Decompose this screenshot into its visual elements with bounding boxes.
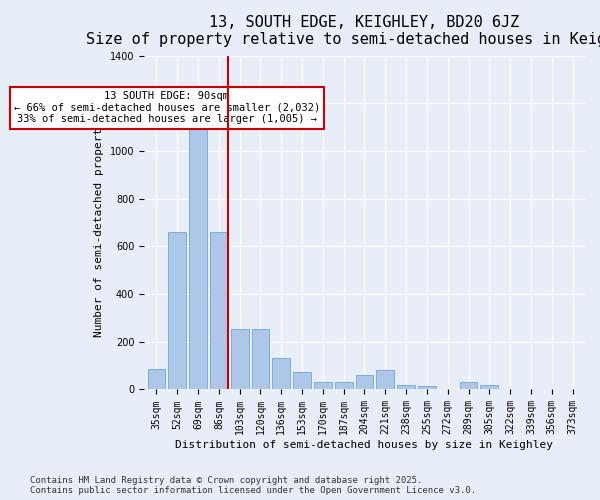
Bar [376, 370, 394, 390]
Text: Contains HM Land Registry data © Crown copyright and database right 2025.
Contai: Contains HM Land Registry data © Crown c… [30, 476, 476, 495]
Bar [397, 384, 415, 390]
Bar [481, 384, 498, 390]
Bar [293, 372, 311, 390]
Bar [272, 358, 290, 390]
Bar [418, 386, 436, 390]
Bar [460, 382, 478, 390]
Bar [210, 232, 228, 390]
Bar [251, 328, 269, 390]
Bar [231, 328, 248, 390]
Bar [189, 130, 207, 390]
Y-axis label: Number of semi-detached properties: Number of semi-detached properties [94, 108, 104, 337]
Bar [335, 382, 353, 390]
X-axis label: Distribution of semi-detached houses by size in Keighley: Distribution of semi-detached houses by … [175, 440, 553, 450]
Bar [169, 232, 186, 390]
Bar [356, 375, 373, 390]
Bar [314, 382, 332, 390]
Text: 13 SOUTH EDGE: 90sqm
← 66% of semi-detached houses are smaller (2,032)
33% of se: 13 SOUTH EDGE: 90sqm ← 66% of semi-detac… [14, 92, 320, 124]
Title: 13, SOUTH EDGE, KEIGHLEY, BD20 6JZ
Size of property relative to semi-detached ho: 13, SOUTH EDGE, KEIGHLEY, BD20 6JZ Size … [86, 15, 600, 48]
Bar [148, 369, 166, 390]
